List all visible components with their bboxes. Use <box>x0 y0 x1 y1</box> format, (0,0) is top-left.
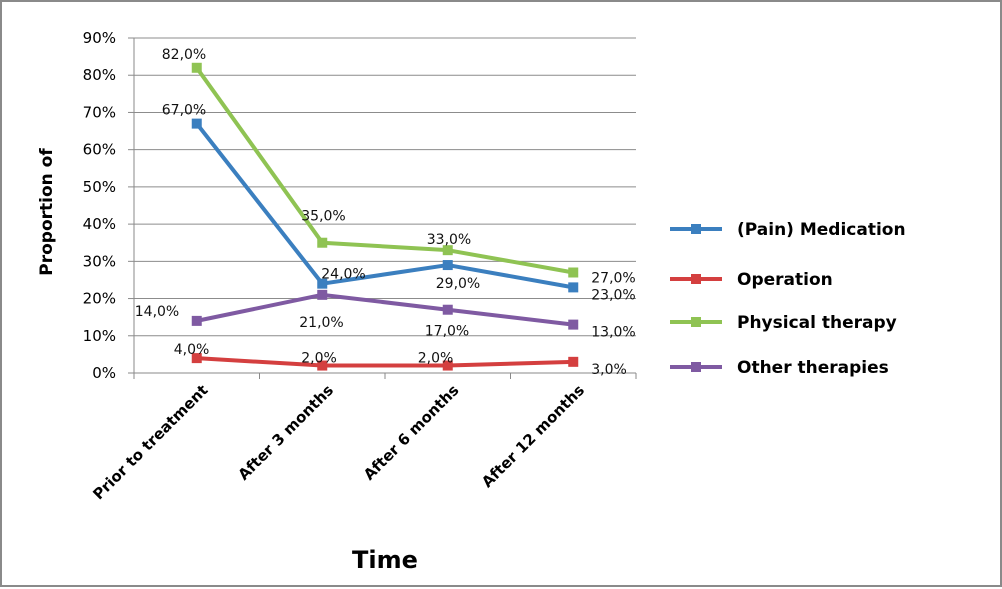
data-label: 35,0% <box>301 209 345 225</box>
data-label: 13,0% <box>591 325 635 341</box>
y-tick-label: 80% <box>83 66 116 84</box>
data-label: 21,0% <box>299 315 343 331</box>
data-label: 2,0% <box>418 351 454 367</box>
legend-label: Other therapies <box>737 358 889 378</box>
data-label: 3,0% <box>591 362 627 378</box>
series-line <box>195 122 574 290</box>
series-line <box>195 66 574 275</box>
x-category-label: After 3 months <box>234 381 337 484</box>
data-point <box>191 118 202 129</box>
y-tick-label: 0% <box>92 364 116 382</box>
data-point <box>442 245 453 256</box>
x-axis-categories: Prior to treatment After 3 months After 6 … <box>89 381 588 503</box>
legend-swatch-marker <box>691 274 701 284</box>
data-point <box>442 304 453 315</box>
data-label: 67,0% <box>162 103 206 119</box>
x-category-label: After 6 months <box>360 381 463 484</box>
data-label: 82,0% <box>162 47 206 63</box>
y-tick-label: 50% <box>83 178 116 196</box>
data-label: 29,0% <box>436 276 480 292</box>
data-point <box>191 315 202 326</box>
legend: (Pain) Medication Operation Physical thera… <box>670 220 906 378</box>
data-point <box>442 360 453 371</box>
y-tick-label: 40% <box>83 215 116 233</box>
series-line <box>196 292 574 327</box>
y-tick-label: 30% <box>83 252 116 270</box>
data-point <box>317 278 328 289</box>
series-line <box>196 356 574 368</box>
legend-swatch-marker <box>691 362 701 372</box>
y-axis-title: Proportion of <box>37 148 57 276</box>
data-point <box>568 319 579 330</box>
data-point <box>317 360 328 371</box>
x-axis-title: Time <box>352 546 418 574</box>
legend-label: (Pain) Medication <box>737 220 906 240</box>
data-point <box>568 282 579 293</box>
y-tick-label: 20% <box>83 290 116 308</box>
y-axis-ticks: 0% 10% 20% 30% 40% 50% 60% 70% 80% 90% <box>83 29 116 382</box>
x-category-label: Prior to treatment <box>89 381 211 503</box>
data-point <box>317 237 328 248</box>
data-point <box>568 356 579 367</box>
data-label: 23,0% <box>591 287 635 303</box>
data-point <box>191 353 202 364</box>
legend-swatch-marker <box>691 224 701 234</box>
legend-swatch-marker <box>691 317 701 327</box>
data-label: 24,0% <box>321 267 365 283</box>
y-tick-label: 70% <box>83 103 116 121</box>
data-point <box>442 260 453 271</box>
y-tick-label: 90% <box>83 29 116 47</box>
data-point <box>191 62 202 73</box>
data-label: 14,0% <box>135 304 179 320</box>
series-lines <box>191 62 579 371</box>
x-category-label: After 12 months <box>478 381 588 491</box>
y-tick-label: 60% <box>83 141 116 159</box>
grid-lines <box>128 37 637 379</box>
y-tick-label: 10% <box>83 327 116 345</box>
legend-label: Physical therapy <box>737 313 897 333</box>
data-label: 4,0% <box>174 342 210 358</box>
data-label: 27,0% <box>591 271 635 287</box>
legend-label: Operation <box>737 270 833 290</box>
data-labels: 67,0% 24,0% 29,0% 23,0% 4,0% 2,0% 2,0% 3,0% 82,0… <box>135 47 636 378</box>
data-label: 33,0% <box>427 232 471 248</box>
data-point <box>568 267 579 278</box>
data-label: 17,0% <box>425 324 469 340</box>
data-point <box>317 289 328 300</box>
data-label: 2,0% <box>301 351 337 367</box>
